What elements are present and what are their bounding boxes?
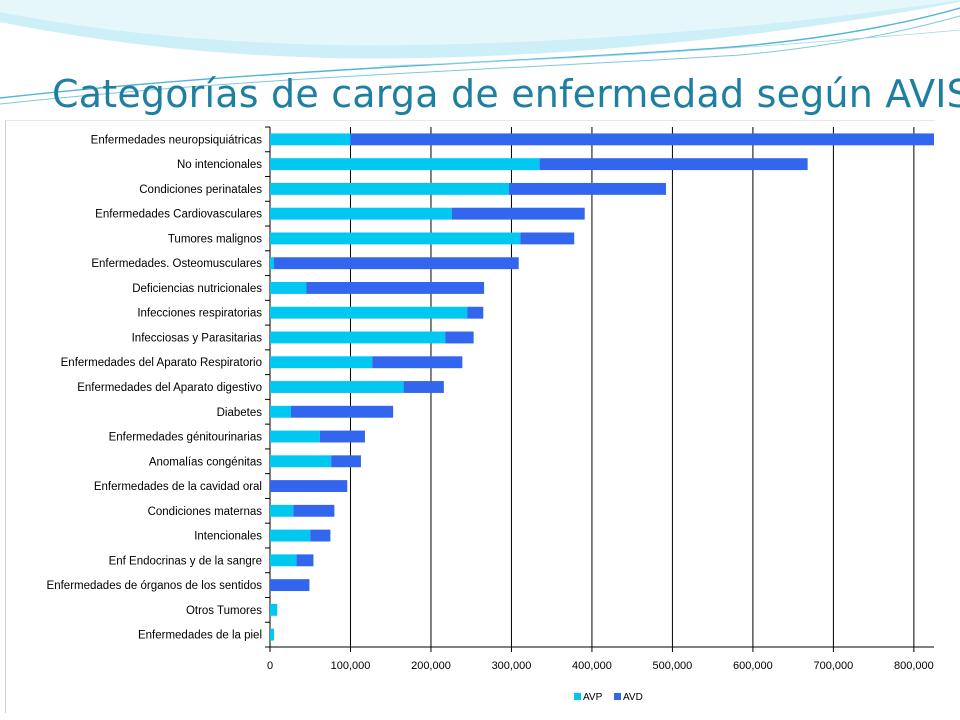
category-label: Enfermedades de la piel [138,630,262,642]
category-label: Enfermedades de órganos de los sentidos [47,580,263,592]
bar-avd [319,430,365,443]
bar-chart: 0 100,000 200,000 300,000 400,000 500,000 600,… [47,126,934,703]
header-wave-line-3 [379,29,960,67]
bar-avp [270,282,307,294]
category-label: Deficiencias nutricionales [132,283,262,295]
bar-avp [270,381,404,393]
legend-swatch-avp [574,693,581,700]
bar-avd [467,306,484,319]
bar-avp [270,207,452,220]
bar-avp [270,628,275,641]
category-label: Infecciosas y Parasitarias [132,332,263,344]
category-label: Condiciones maternas [148,506,263,518]
bar-avd [350,133,934,146]
bar-avp [270,331,446,344]
header-wave-line-1 [0,7,960,99]
header-wave-line-2 [0,15,960,105]
category-label: Enfermedades del Aparato digestivo [77,382,262,394]
bar-avp [270,430,320,443]
bar-avd [451,207,585,220]
category-label: Enfermedades Cardiovasculares [95,209,262,221]
bar-avd [520,232,575,245]
category-label: Enf Endocrinas y de la sangre [109,555,262,567]
x-tick-label: 500,000 [653,660,693,672]
bar-avp [270,554,297,567]
category-label: Intencionales [194,531,262,543]
category-label: Enfermedades neuropsiquiátricas [91,134,263,146]
category-label: Enfermedades génitourinarias [109,432,263,444]
category-label: Enfermedades. Osteomusculares [91,258,262,270]
x-tick-label: 800,000 [894,660,934,672]
bar-avd [509,182,666,195]
x-tick-label: 400,000 [572,660,612,672]
x-tick-label: 600,000 [733,660,773,672]
x-tick-label: 700,000 [814,660,854,672]
bar-avp [270,182,510,195]
category-label: Enfermedades del Aparato Respiratorio [61,357,262,369]
bar-avp [270,529,311,542]
category-label: Anomalías congénitas [149,456,262,468]
bar-avp [270,356,373,369]
category-label: Diabetes [217,407,263,419]
bar-avp [270,257,275,270]
bar-avp [270,158,540,171]
bar-avd [372,356,463,369]
x-tick-label: 100,000 [331,660,371,672]
bar-avd [296,554,314,567]
bar-avp [270,232,521,245]
bar-avd [290,405,394,418]
chart-frame: 0 100,000 200,000 300,000 400,000 500,000 600,… [5,120,935,713]
legend-swatch-avd [614,693,621,700]
bar-avp [270,133,351,146]
bar-avd [445,331,474,344]
legend-label-avp: AVP [583,692,603,703]
bar-avp [270,306,468,319]
legend-label-avd: AVD [623,692,643,703]
bar-avd [274,257,519,270]
bar-avd [270,579,310,592]
bar-avd [293,504,335,517]
bar-avp [270,603,278,616]
bar-avd [331,455,361,468]
bar-avd [403,381,444,393]
bar-avd [306,282,485,294]
header-decoration [0,0,960,105]
slide-title: Categorías de carga de enfermedad según … [52,72,960,116]
category-label: Condiciones perinatales [139,184,262,196]
bar-avp [270,405,291,418]
category-label: Tumores malignos [168,233,262,245]
bar-avp [270,455,332,468]
category-label: Otros Tumores [186,605,262,617]
x-tick-label: 200,000 [411,660,451,672]
header-wave-fill-light [0,0,960,46]
category-label: Enfermedades de la cavidad oral [94,481,262,493]
bar-avp [270,504,294,517]
category-label: Infecciones respiratorias [137,308,262,320]
bar-avd [539,158,808,171]
x-tick-label: 300,000 [492,660,532,672]
bar-avd [270,480,348,492]
x-tick-label: 0 [267,660,273,672]
bar-avd [310,529,331,542]
category-label: No intencionales [177,159,262,171]
